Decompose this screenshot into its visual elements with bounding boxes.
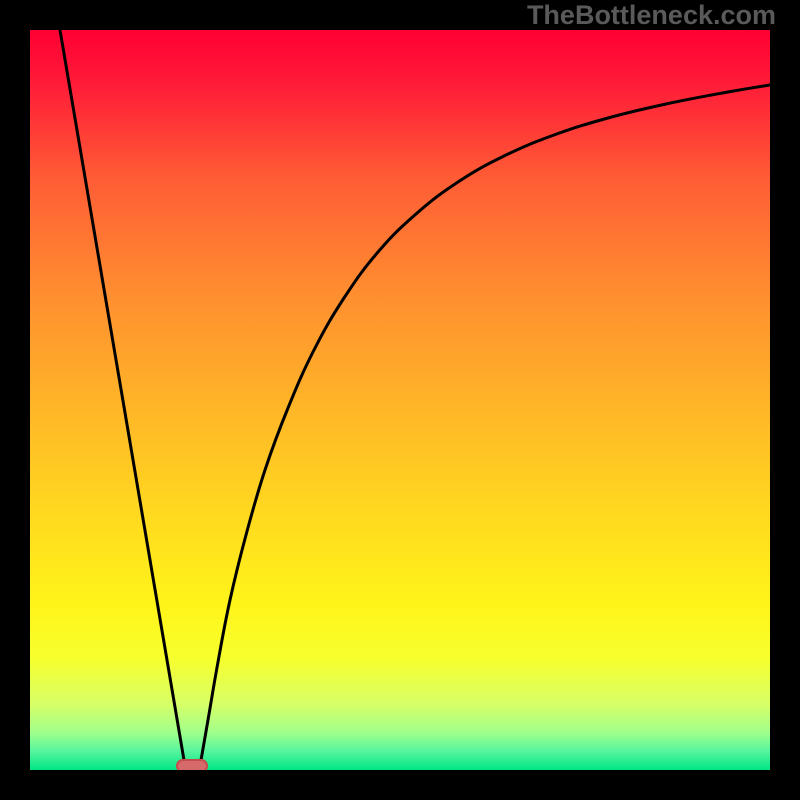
min-marker: [176, 759, 208, 770]
chart-root: TheBottleneck.com: [0, 0, 800, 800]
watermark-text: TheBottleneck.com: [527, 0, 776, 31]
curve-right-branch: [200, 85, 770, 766]
curve-layer: [30, 30, 770, 770]
plot-area: [30, 30, 770, 770]
curve-left-branch: [60, 30, 185, 766]
